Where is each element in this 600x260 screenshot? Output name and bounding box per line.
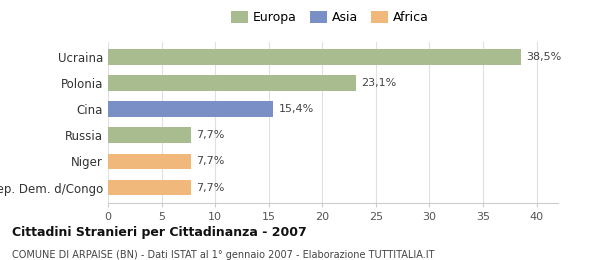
Bar [108,101,273,117]
Text: 38,5%: 38,5% [526,52,561,62]
Text: 7,7%: 7,7% [196,157,224,166]
Bar [108,49,521,65]
Text: 23,1%: 23,1% [361,78,396,88]
Bar [108,154,191,169]
Bar [108,180,191,196]
Text: Cittadini Stranieri per Cittadinanza - 2007: Cittadini Stranieri per Cittadinanza - 2… [12,226,307,239]
Bar [108,127,191,143]
Text: 15,4%: 15,4% [278,104,314,114]
Text: 7,7%: 7,7% [196,183,224,193]
Bar [108,75,355,91]
Legend: Europa, Asia, Africa: Europa, Asia, Africa [226,6,434,29]
Text: 7,7%: 7,7% [196,130,224,140]
Text: COMUNE DI ARPAISE (BN) - Dati ISTAT al 1° gennaio 2007 - Elaborazione TUTTITALIA: COMUNE DI ARPAISE (BN) - Dati ISTAT al 1… [12,250,434,259]
